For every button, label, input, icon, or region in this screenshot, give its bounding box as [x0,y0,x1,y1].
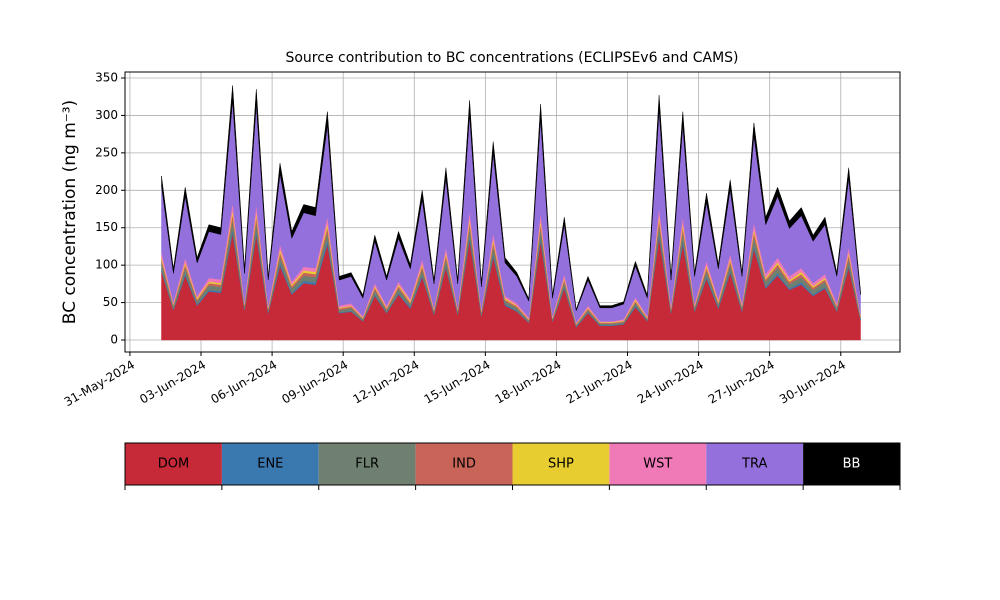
legend-swatch [512,443,610,485]
legend-label: BB [843,457,861,472]
x-tick-label: 03-Jun-2024 [137,358,208,407]
legend-label: TRA [741,457,767,472]
x-tick-label: 24-Jun-2024 [635,358,706,407]
legend-swatch [609,443,707,485]
y-tick-label: 300 [95,108,118,122]
x-tick-label: 12-Jun-2024 [351,358,422,407]
legend-swatch [706,443,804,485]
x-tick-label: 06-Jun-2024 [208,358,279,407]
legend-label: WST [643,457,672,472]
legend-label: IND [452,457,476,472]
legend-swatch [125,443,222,485]
legend-swatch [803,443,900,485]
x-tick-label: 30-Jun-2024 [777,358,848,407]
area [161,85,861,311]
x-tick-label: 27-Jun-2024 [706,358,777,407]
legend-frame [124,442,901,486]
x-tick-label: 31-May-2024 [62,358,137,410]
chart-title: Source contribution to BC concentrations… [285,50,738,66]
y-tick-label: 150 [95,220,118,234]
legend-label: DOM [158,457,189,472]
legend-swatch [415,443,513,485]
y-tick-label: 100 [95,258,118,272]
plot-frame [124,71,901,353]
y-tick-label: 250 [95,145,118,159]
legend-swatch [221,443,319,485]
legend-label: ENE [257,457,283,472]
x-tick-label: 21-Jun-2024 [564,358,635,407]
x-tick-label: 09-Jun-2024 [279,358,350,407]
legend-label: SHP [548,457,574,472]
y-tick-label: 0 [110,333,118,347]
y-tick-label: 350 [95,70,118,84]
x-tick-label: 15-Jun-2024 [422,358,493,407]
y-axis-label: BC concentration (ng m⁻³) [60,100,80,324]
legend-swatch [318,443,416,485]
y-tick-label: 200 [95,183,118,197]
legend-label: FLR [355,457,379,472]
x-tick-label: 18-Jun-2024 [493,358,564,407]
y-tick-label: 50 [103,295,118,309]
